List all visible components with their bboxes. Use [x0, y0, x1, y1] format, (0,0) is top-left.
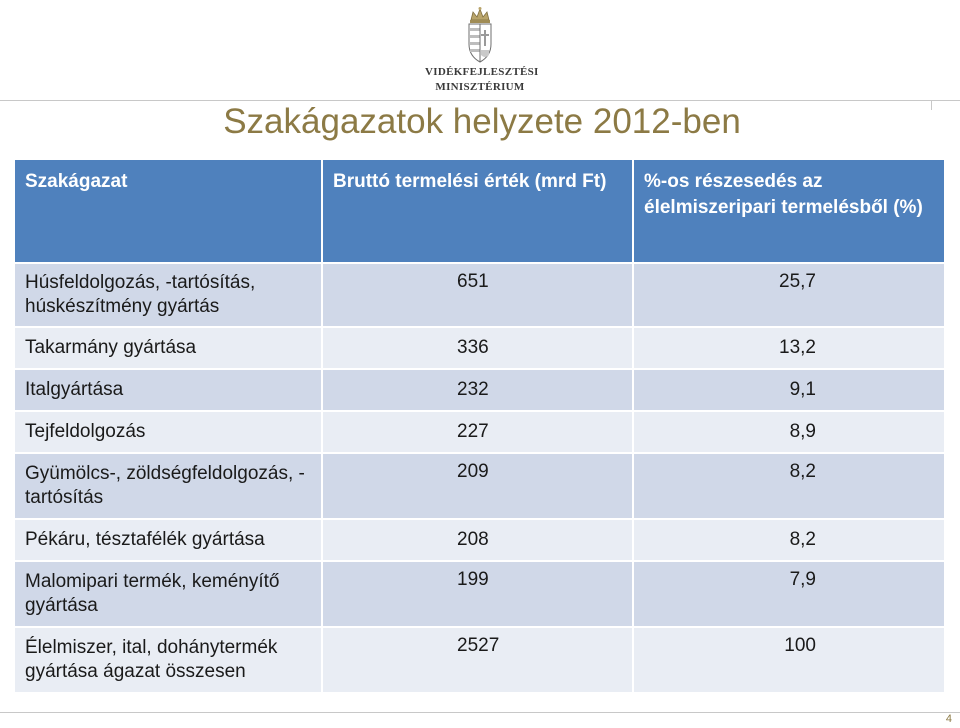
value-cell: 208 — [321, 518, 634, 562]
sector-cell: Húsfeldolgozás, -tartósítás, húskészítmé… — [13, 262, 323, 328]
column-header-sector: Szakágazat — [13, 158, 323, 264]
share-cell: 7,9 — [632, 560, 946, 628]
value-cell: 199 — [321, 560, 634, 628]
share-cell: 8,9 — [632, 410, 946, 454]
ministry-logo: VIDÉKFEJLESZTÉSI MINISZTÉRIUM — [425, 6, 539, 94]
table-row: Malomipari termék, keményítő gyártása 19… — [13, 560, 946, 628]
header-divider — [0, 100, 960, 110]
sector-cell: Italgyártása — [13, 368, 323, 412]
sector-table: Szakágazat Bruttó termelési érték (mrd F… — [13, 158, 946, 694]
table-row: Pékáru, tésztafélék gyártása 208 8,2 — [13, 518, 946, 562]
share-cell: 8,2 — [632, 452, 946, 520]
slide-title: Szakágazatok helyzete 2012-ben — [223, 102, 741, 141]
column-header-gross-value: Bruttó termelési érték (mrd Ft) — [321, 158, 634, 264]
share-cell: 25,7 — [632, 262, 946, 328]
table-row: Italgyártása 232 9,1 — [13, 368, 946, 412]
ministry-name-line2: MINISZTÉRIUM — [435, 81, 525, 93]
value-cell: 2527 — [321, 626, 634, 694]
share-cell: 8,2 — [632, 518, 946, 562]
ministry-name-line1: VIDÉKFEJLESZTÉSI — [425, 66, 539, 78]
page-number: 4 — [945, 713, 952, 725]
value-cell: 227 — [321, 410, 634, 454]
sector-cell: Malomipari termék, keményítő gyártása — [13, 560, 323, 628]
coat-of-arms-icon — [468, 7, 492, 63]
table-header-row: Szakágazat Bruttó termelési érték (mrd F… — [13, 158, 946, 264]
table-row: Tejfeldolgozás 227 8,9 — [13, 410, 946, 454]
sector-cell: Tejfeldolgozás — [13, 410, 323, 454]
table-row: Húsfeldolgozás, -tartósítás, húskészítmé… — [13, 262, 946, 328]
sector-cell: Pékáru, tésztafélék gyártása — [13, 518, 323, 562]
share-cell: 100 — [632, 626, 946, 694]
value-cell: 651 — [321, 262, 634, 328]
footer-divider — [0, 712, 960, 713]
table-row: Takarmány gyártása 336 13,2 — [13, 326, 946, 370]
share-cell: 9,1 — [632, 368, 946, 412]
table-row: Gyümölcs-, zöldségfeldolgozás, -tartósít… — [13, 452, 946, 520]
value-cell: 336 — [321, 326, 634, 370]
sector-cell: Gyümölcs-, zöldségfeldolgozás, -tartósít… — [13, 452, 323, 520]
sector-cell: Takarmány gyártása — [13, 326, 323, 370]
table-row: Élelmiszer, ital, dohánytermék gyártása … — [13, 626, 946, 694]
sector-cell: Élelmiszer, ital, dohánytermék gyártása … — [13, 626, 323, 694]
column-header-share: %-os részesedés az élelmiszeripari terme… — [632, 158, 946, 264]
value-cell: 209 — [321, 452, 634, 520]
share-cell: 13,2 — [632, 326, 946, 370]
value-cell: 232 — [321, 368, 634, 412]
